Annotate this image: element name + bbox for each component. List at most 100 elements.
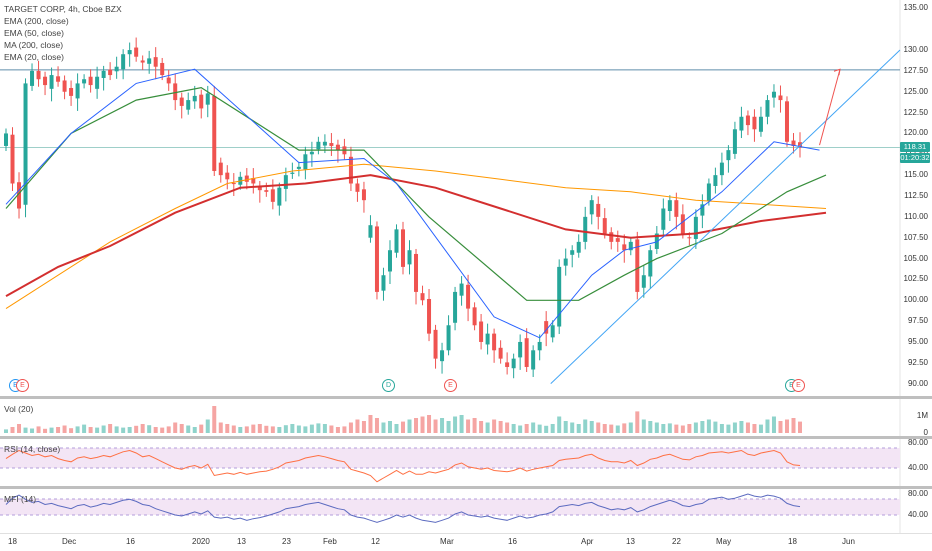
volume-bar [244,426,249,433]
rsi-axis-40: 40.00 [907,463,928,472]
volume-bar [570,422,575,433]
volume-bar [361,421,366,433]
rsi-band [0,448,900,468]
volume-bar [602,424,607,433]
volume-bar [114,426,119,433]
volume-bar [153,427,158,433]
volume-bar [615,425,620,433]
volume-bar [296,425,301,433]
candle-body [706,183,711,201]
candle-body [576,241,581,253]
mfi-axis-40: 40.00 [907,510,928,519]
candle-body [205,93,210,105]
candle-body [446,325,451,351]
candle-body [453,291,458,323]
candle-body [114,66,119,72]
candle-body [765,100,770,117]
candle-body [43,76,48,86]
candle-body [752,116,757,130]
volume-bar [75,426,80,433]
price-axis-label: 127.50 [903,65,928,75]
candle-body [602,218,607,234]
earnings-marker[interactable]: E [16,379,29,392]
candle-body [732,129,737,154]
price-axis-label: 122.50 [903,107,928,117]
time-axis-label: 12 [371,537,380,546]
pane-separator-volume[interactable] [0,396,932,399]
volume-bar [654,422,659,433]
volume-bar [524,424,529,433]
pane-separator-rsi[interactable] [0,436,932,439]
candle-body [459,283,464,296]
candle-body [758,116,763,132]
candle-body [212,95,217,171]
volume-bar [544,425,549,433]
time-axis[interactable] [0,533,932,551]
legend-ema200[interactable]: EMA (200, close) [4,16,69,26]
rsi-pane-label[interactable]: RSI (14, close) [4,444,61,454]
candle-body [95,76,100,89]
volume-bar [348,422,353,433]
volume-bar [440,418,445,433]
earnings-marker[interactable]: E [792,379,805,392]
volume-bar [335,427,340,433]
volume-bar [693,422,698,433]
time-axis-label: May [716,537,732,546]
candle-body [244,175,249,182]
mfi-line [5,493,801,523]
candle-body [140,60,145,63]
earnings-marker[interactable]: E [444,379,457,392]
countdown-badge: 01:20:32 [900,153,930,163]
legend-ma200[interactable]: MA (200, close) [4,40,64,50]
candle-body [374,226,379,292]
volume-axis-0: 0 [923,428,928,437]
volume-bar [706,419,711,433]
volume-bar [95,427,100,433]
volume-bar [784,419,789,433]
candle-body [719,162,724,176]
volume-bar [394,424,399,433]
candle-body [82,79,87,84]
legend-ema50[interactable]: EMA (50, close) [4,28,64,38]
volume-bar [674,424,679,433]
volume-bar [374,418,379,433]
candle-body [17,182,22,209]
volume-bar [758,424,763,433]
candle-body [296,166,301,169]
volume-bar [225,424,230,433]
volume-bar [257,424,262,433]
volume-bar [700,421,705,433]
mfi-pane-label[interactable]: MFI (14) [4,494,37,504]
candle-body [270,189,275,202]
volume-bar [589,421,594,433]
pane-separator-mfi[interactable] [0,486,932,489]
candle-body [134,47,139,57]
volume-bar [798,421,802,433]
candle-body [544,321,549,334]
time-axis-label: Apr [581,537,594,546]
volume-bar [270,426,275,433]
legend-ema20[interactable]: EMA (20, close) [4,52,64,62]
symbol-title[interactable]: TARGET CORP, 4h, Cboe BZX [4,4,122,14]
volume-axis-1m: 1M [916,411,928,420]
candle-body [589,200,594,215]
time-axis-label: Jun [842,537,855,546]
volume-bar [752,424,757,433]
dividend-marker[interactable]: D [382,379,395,392]
candle-body [316,141,321,150]
rsi-axis-80: 80.00 [907,438,928,447]
price-axis-label: 97.50 [907,316,928,326]
volume-bar [485,422,490,433]
candle-body [108,69,113,76]
candle-body [62,80,67,92]
last-price-badge: 118.31 [900,142,930,152]
drawings[interactable] [550,49,901,385]
volume-bar [687,424,692,433]
volume-pane-label[interactable]: Vol (20) [4,404,34,414]
candle-body [466,284,471,309]
candle-body [420,293,425,301]
volume-bar [596,422,601,433]
indicator-lines [0,68,900,523]
candle-body [290,172,295,174]
